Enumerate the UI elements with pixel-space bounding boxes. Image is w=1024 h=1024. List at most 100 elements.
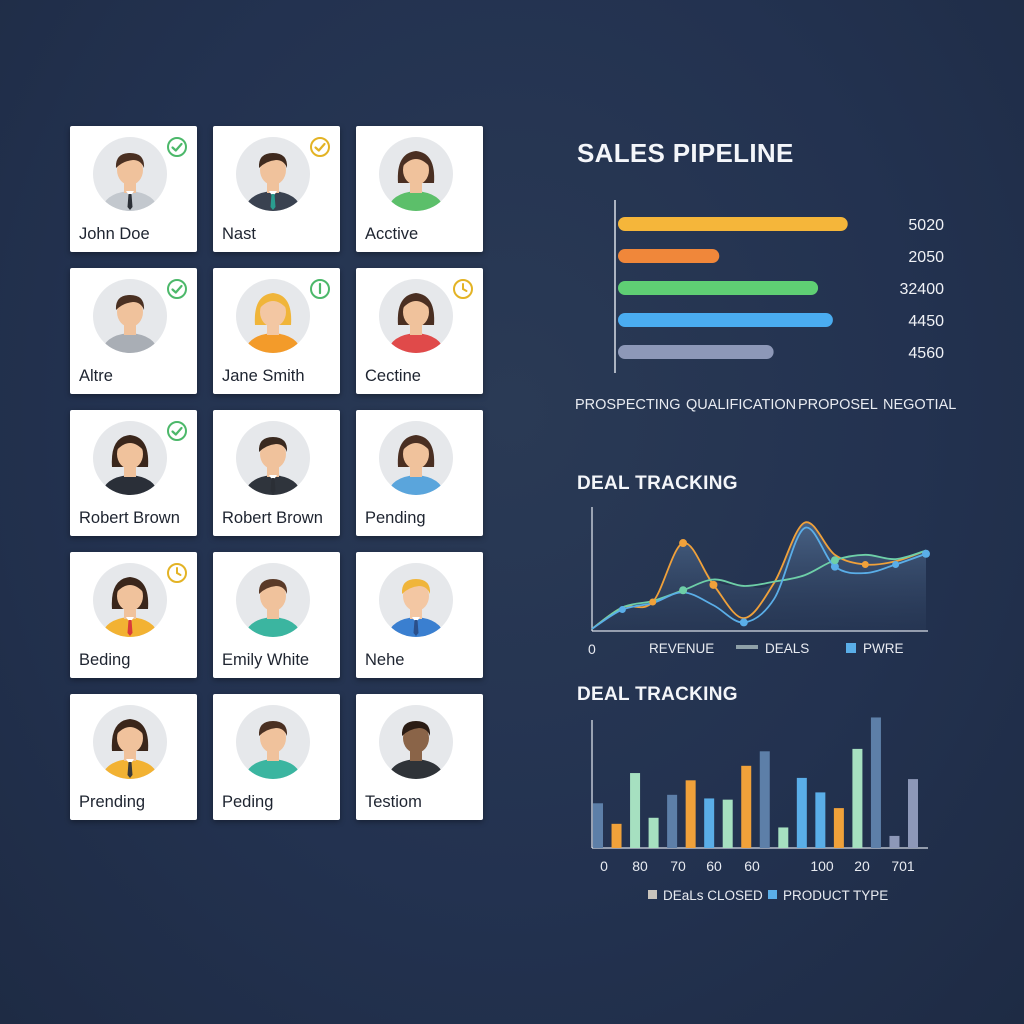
deal-bar — [796, 777, 807, 848]
contact-card[interactable]: Robert Brown — [213, 410, 340, 536]
bar-legend-label: DEaLs CLOSED — [663, 888, 763, 903]
avatar — [379, 421, 453, 495]
avatar — [379, 563, 453, 637]
avatar — [93, 563, 167, 637]
avatar — [379, 137, 453, 211]
contact-label: Emily White — [222, 651, 310, 669]
deal-tracking-line-chart: 0 REVENUE DEALS PWRE — [588, 507, 930, 657]
pipeline-bar — [618, 313, 833, 327]
contact-label: Prending — [79, 793, 146, 811]
avatar — [93, 705, 167, 779]
bar-legend-label: PRODUCT TYPE — [783, 888, 888, 903]
pipeline-category-label: PROSPECTING — [575, 397, 681, 413]
deal-bar — [722, 799, 733, 848]
avatar — [379, 279, 453, 353]
deal-area-fill — [592, 522, 926, 631]
data-point — [709, 580, 718, 589]
contact-card[interactable]: Nehe — [356, 552, 483, 678]
bar-chart-x-tick: 100 — [810, 858, 834, 874]
legend-swatch — [846, 643, 856, 653]
deal-bar — [667, 794, 678, 848]
pipeline-value-label: 4560 — [908, 345, 944, 362]
contact-label: John Doe — [79, 225, 150, 243]
bar-chart-x-tick: 20 — [854, 858, 870, 874]
contact-label: Beding — [79, 651, 131, 669]
deal-bar — [685, 780, 696, 848]
bar-chart-x-tick: 60 — [744, 858, 760, 874]
contact-card[interactable]: Emily White — [213, 552, 340, 678]
contact-label: Acctive — [365, 225, 419, 243]
contact-card[interactable]: Cectine — [356, 268, 483, 394]
sales-pipeline-title: SALES PIPELINE — [577, 138, 794, 168]
avatar — [236, 705, 310, 779]
contact-label: Robert Brown — [222, 509, 323, 527]
contact-label: Jane Smith — [222, 367, 305, 385]
check-circle-icon — [167, 279, 187, 299]
data-point — [892, 560, 900, 568]
check-circle-icon — [167, 421, 187, 441]
data-point — [679, 539, 688, 548]
contact-label: Nehe — [365, 651, 405, 669]
pipeline-value-label: 5020 — [908, 217, 944, 234]
contact-card[interactable]: Prending — [70, 694, 197, 820]
contact-card[interactable]: Jane Smith — [213, 268, 340, 394]
pipeline-category-label: QUALIFICATION — [686, 397, 796, 413]
contact-card[interactable]: Acctive — [356, 126, 483, 252]
avatar — [93, 421, 167, 495]
contact-label: Peding — [222, 793, 274, 811]
clock-icon — [167, 563, 187, 583]
pipeline-category-label: PROPOSEL — [798, 397, 878, 413]
contact-card[interactable]: Peding — [213, 694, 340, 820]
contact-grid: John Doe Nast Acctive Altre Jane Smith Cectin… — [70, 126, 484, 820]
contact-card[interactable]: Testiom — [356, 694, 483, 820]
data-point — [861, 560, 869, 568]
pipeline-value-label: 32400 — [900, 281, 945, 298]
avatar — [236, 137, 310, 211]
line-legend-label: REVENUE — [649, 641, 714, 656]
deal-bar — [870, 717, 881, 848]
deal-bar — [593, 803, 603, 848]
contact-card[interactable]: Beding — [70, 552, 197, 678]
deal-bar — [759, 751, 770, 848]
deal-bar — [908, 779, 918, 848]
deal-tracking-bar-chart: 0 80 70 60 60 100 20 701 DEaLs CLOSED PRODUCT TYP… — [591, 717, 928, 903]
contact-card[interactable]: Robert Brown — [70, 410, 197, 536]
line-chart-x-tick: 0 — [588, 641, 596, 657]
pipeline-bar — [618, 281, 819, 295]
sales-pipeline-chart: 5020 2050 32400 4450 4560 PROSPECTING QUALIFIC… — [575, 200, 956, 413]
bar-chart-x-tick: 0 — [600, 858, 608, 874]
contact-card[interactable]: Altre — [70, 268, 197, 394]
data-point — [922, 549, 930, 558]
data-point — [618, 606, 626, 614]
contact-card[interactable]: John Doe — [70, 126, 197, 252]
pipeline-bar — [618, 249, 720, 263]
data-point — [830, 562, 839, 571]
contact-label: Robert Brown — [79, 509, 180, 527]
deal-bar — [889, 835, 900, 848]
contact-label: Altre — [79, 367, 113, 385]
data-point — [679, 586, 688, 595]
deal-bar — [815, 792, 826, 848]
contact-card[interactable]: Nast — [213, 126, 340, 252]
avatar — [236, 563, 310, 637]
avatar — [236, 279, 310, 353]
legend-swatch — [736, 645, 758, 649]
contact-label: Cectine — [365, 367, 421, 385]
deal-bar — [741, 765, 752, 848]
line-legend-label: PWRE — [863, 641, 904, 656]
info-circle-icon — [310, 279, 330, 299]
deal-bar — [704, 798, 715, 848]
deal-tracking-line-title: DEAL TRACKING — [577, 473, 738, 494]
deal-bar — [852, 748, 863, 848]
data-point — [739, 618, 748, 627]
contact-label: Pending — [365, 509, 426, 527]
pipeline-category-label: NEGOTIAL — [883, 397, 956, 413]
deal-tracking-bar-title: DEAL TRACKING — [577, 684, 738, 705]
pipeline-bar — [618, 217, 848, 231]
contact-card[interactable]: Pending — [356, 410, 483, 536]
legend-swatch — [768, 890, 777, 899]
bar-chart-x-tick: 60 — [706, 858, 722, 874]
pipeline-value-label: 2050 — [908, 249, 944, 266]
line-legend-label: DEALS — [765, 641, 809, 656]
pipeline-value-label: 4450 — [908, 313, 944, 330]
